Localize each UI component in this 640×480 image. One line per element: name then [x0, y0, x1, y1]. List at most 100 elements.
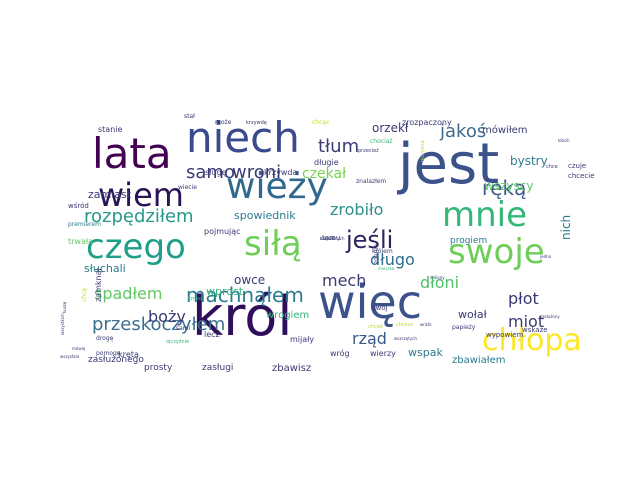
cloud-word: wróg: [330, 348, 350, 358]
cloud-word: wołał: [458, 308, 488, 321]
cloud-word: drogę: [96, 335, 114, 342]
cloud-word: kręta: [118, 350, 139, 359]
cloud-word: zrozpaczony: [402, 118, 452, 127]
cloud-word: lata: [92, 129, 172, 178]
cloud-word: kuszę: [62, 301, 67, 313]
cloud-word: stał: [184, 113, 195, 120]
cloud-word: krzywda: [264, 168, 297, 177]
cloud-word: zamiast: [88, 188, 132, 201]
cloud-word: wskaże: [522, 326, 548, 334]
cloud-word: orzekł: [372, 121, 409, 135]
cloud-word: pomogę: [96, 350, 121, 357]
cloud-word: mówiłem: [482, 124, 528, 136]
cloud-word: chcę: [81, 288, 88, 302]
cloud-word: płot: [508, 289, 539, 308]
cloud-word: wieży: [226, 166, 328, 207]
cloud-word: krzywdę: [246, 120, 267, 126]
cloud-word: przecież: [358, 148, 379, 154]
cloud-word: znalazłem: [356, 178, 387, 185]
cloud-word: temu: [322, 234, 340, 242]
cloud-word: wiem: [98, 176, 184, 214]
cloud-word: pojmując: [204, 227, 241, 236]
cloud-word: zasługi: [202, 363, 233, 373]
cloud-word: wypowiem: [486, 331, 524, 339]
cloud-word: wśród: [68, 202, 89, 210]
cloud-word: przeskoczyłem: [92, 314, 225, 335]
cloud-word: dłoni: [420, 273, 459, 292]
cloud-word: wróżk: [420, 322, 432, 327]
cloud-word: swój: [372, 304, 388, 312]
cloud-word: król: [192, 285, 292, 348]
cloud-word: chociaż: [370, 138, 393, 145]
cloud-word: jedno: [539, 254, 552, 259]
cloud-word: kłócili: [558, 138, 569, 143]
cloud-word: zrobiło: [330, 200, 383, 219]
cloud-word: zasłużony: [540, 314, 560, 319]
cloud-word: wszczętych: [394, 336, 417, 341]
cloud-word: wszyscy: [484, 179, 533, 193]
cloud-word: mech: [322, 271, 366, 290]
cloud-word: siłą: [244, 224, 302, 264]
cloud-word: ręką: [482, 176, 526, 200]
cloud-word: premierem: [68, 221, 101, 228]
cloud-word: prosty: [144, 363, 173, 373]
cloud-word: spadłem: [94, 284, 162, 303]
cloud-word: kmieć: [188, 295, 203, 302]
cloud-word: zbawiałem: [452, 355, 506, 366]
cloud-word: spowiednik: [234, 209, 296, 222]
cloud-word: samo: [186, 162, 235, 183]
cloud-word: chciał: [368, 324, 383, 330]
cloud-word: tłum: [318, 136, 359, 157]
cloud-word: długie: [314, 158, 339, 167]
cloud-word: chcąc: [312, 119, 329, 126]
cloud-word: wszystkich: [60, 313, 65, 335]
cloud-word: stanie: [98, 125, 123, 134]
cloud-word: boży: [148, 307, 186, 326]
cloud-word: królem: [372, 248, 393, 255]
cloud-word: miliony: [430, 275, 445, 280]
cloud-word: niech: [186, 113, 300, 162]
cloud-word: progiem: [450, 236, 487, 246]
cloud-word: czekał: [302, 166, 346, 182]
cloud-word: zdanie: [373, 244, 380, 264]
cloud-word: zasłużonych: [320, 236, 345, 241]
cloud-word: jakoś: [439, 121, 486, 142]
cloud-word: swoje: [448, 232, 545, 272]
cloud-word: ojczyzna: [420, 140, 426, 162]
cloud-word: lecz: [204, 330, 220, 339]
cloud-word: wprost: [206, 285, 244, 298]
cloud-word: zasłużonego: [88, 355, 144, 365]
cloud-word: wspak: [408, 346, 443, 359]
cloud-word: chłopa: [482, 323, 582, 358]
cloud-word: jeśli: [345, 226, 393, 254]
cloud-word: rozpędziłem: [84, 206, 194, 227]
cloud-word: ojczyźnie: [166, 338, 189, 345]
cloud-word: nich: [559, 215, 573, 240]
cloud-word: wroni: [232, 162, 281, 183]
cloud-word: zamknął: [94, 268, 103, 303]
cloud-word: wrogiem: [266, 310, 309, 321]
cloud-word: owce: [234, 273, 265, 287]
cloud-word: mijały: [290, 335, 314, 344]
cloud-word: krzywd: [320, 236, 335, 241]
cloud-word: bystry: [510, 154, 548, 168]
cloud-word: trwała: [68, 237, 93, 246]
cloud-word: jest: [396, 132, 499, 197]
cloud-word: wierzy: [370, 349, 396, 358]
cloud-word: mnie: [442, 195, 527, 235]
cloud-word: papieży: [452, 324, 476, 331]
cloud-word: słuchali: [84, 262, 126, 275]
cloud-word: wszystkie: [60, 354, 80, 359]
cloud-word: czego: [86, 227, 186, 267]
cloud-word: mówię: [72, 346, 86, 351]
cloud-word: chcecie: [568, 172, 595, 180]
cloud-word: wiecie: [178, 184, 197, 191]
cloud-word: rząd: [352, 329, 387, 348]
cloud-word: machnąłem: [186, 283, 304, 307]
cloud-word: chce: [546, 164, 558, 170]
cloud-word: sługę: [205, 168, 227, 177]
cloud-word: sami: [176, 325, 191, 332]
cloud-word: czuje: [568, 162, 586, 170]
cloud-word: chcesz: [396, 322, 413, 328]
